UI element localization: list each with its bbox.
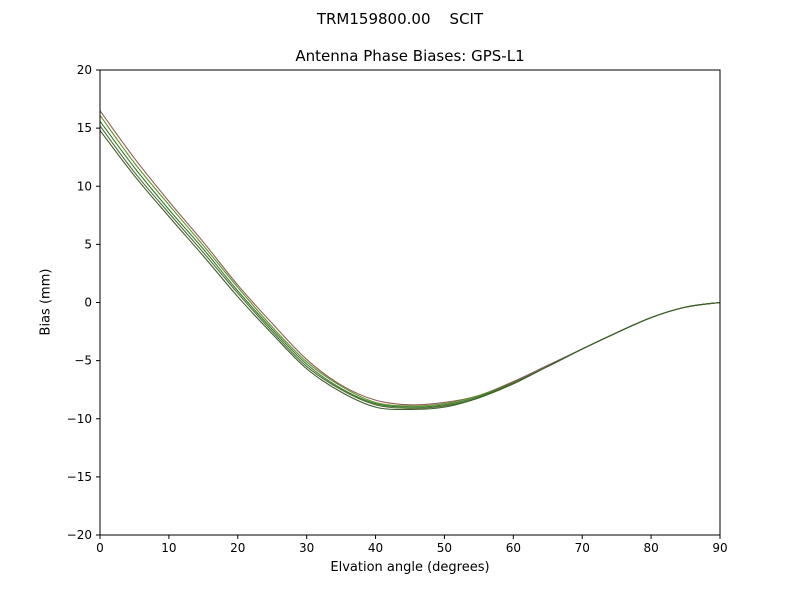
- y-tick-label: 20: [77, 63, 92, 77]
- series-line-calibration-2: [99, 115, 721, 407]
- y-tick-label: −20: [67, 528, 92, 542]
- y-tick-label: −10: [67, 412, 92, 426]
- x-tick-label: 40: [368, 541, 383, 555]
- series-line-calibration-5: [99, 130, 721, 411]
- series-line-calibration-3: [99, 120, 721, 408]
- chart-title: Antenna Phase Biases: GPS-L1: [295, 47, 525, 65]
- y-tick-label: −5: [74, 354, 92, 368]
- x-tick-label: 80: [643, 541, 658, 555]
- y-tick-label: −15: [67, 470, 92, 484]
- y-axis-label: Bias (mm): [38, 268, 54, 336]
- x-tick-label: 60: [506, 541, 521, 555]
- y-tick-label: 10: [77, 179, 92, 193]
- figure-suptitle: TRM159800.00 SCIT: [316, 10, 484, 28]
- x-tick-label: 0: [96, 541, 104, 555]
- x-tick-label: 70: [575, 541, 590, 555]
- y-tick-label: 0: [84, 296, 92, 310]
- series-line-calibration-1: [99, 110, 721, 406]
- x-tick-label: 30: [299, 541, 314, 555]
- x-axis-label: Elvation angle (degrees): [330, 560, 490, 575]
- series-line-calibration-4: [99, 125, 721, 409]
- x-tick-label: 90: [712, 541, 727, 555]
- y-tick-label: 15: [77, 121, 92, 135]
- y-tick-label: 5: [84, 237, 92, 251]
- x-tick-label: 10: [161, 541, 176, 555]
- x-tick-label: 20: [230, 541, 245, 555]
- x-tick-label: 50: [437, 541, 452, 555]
- axes-spines: [99, 69, 721, 536]
